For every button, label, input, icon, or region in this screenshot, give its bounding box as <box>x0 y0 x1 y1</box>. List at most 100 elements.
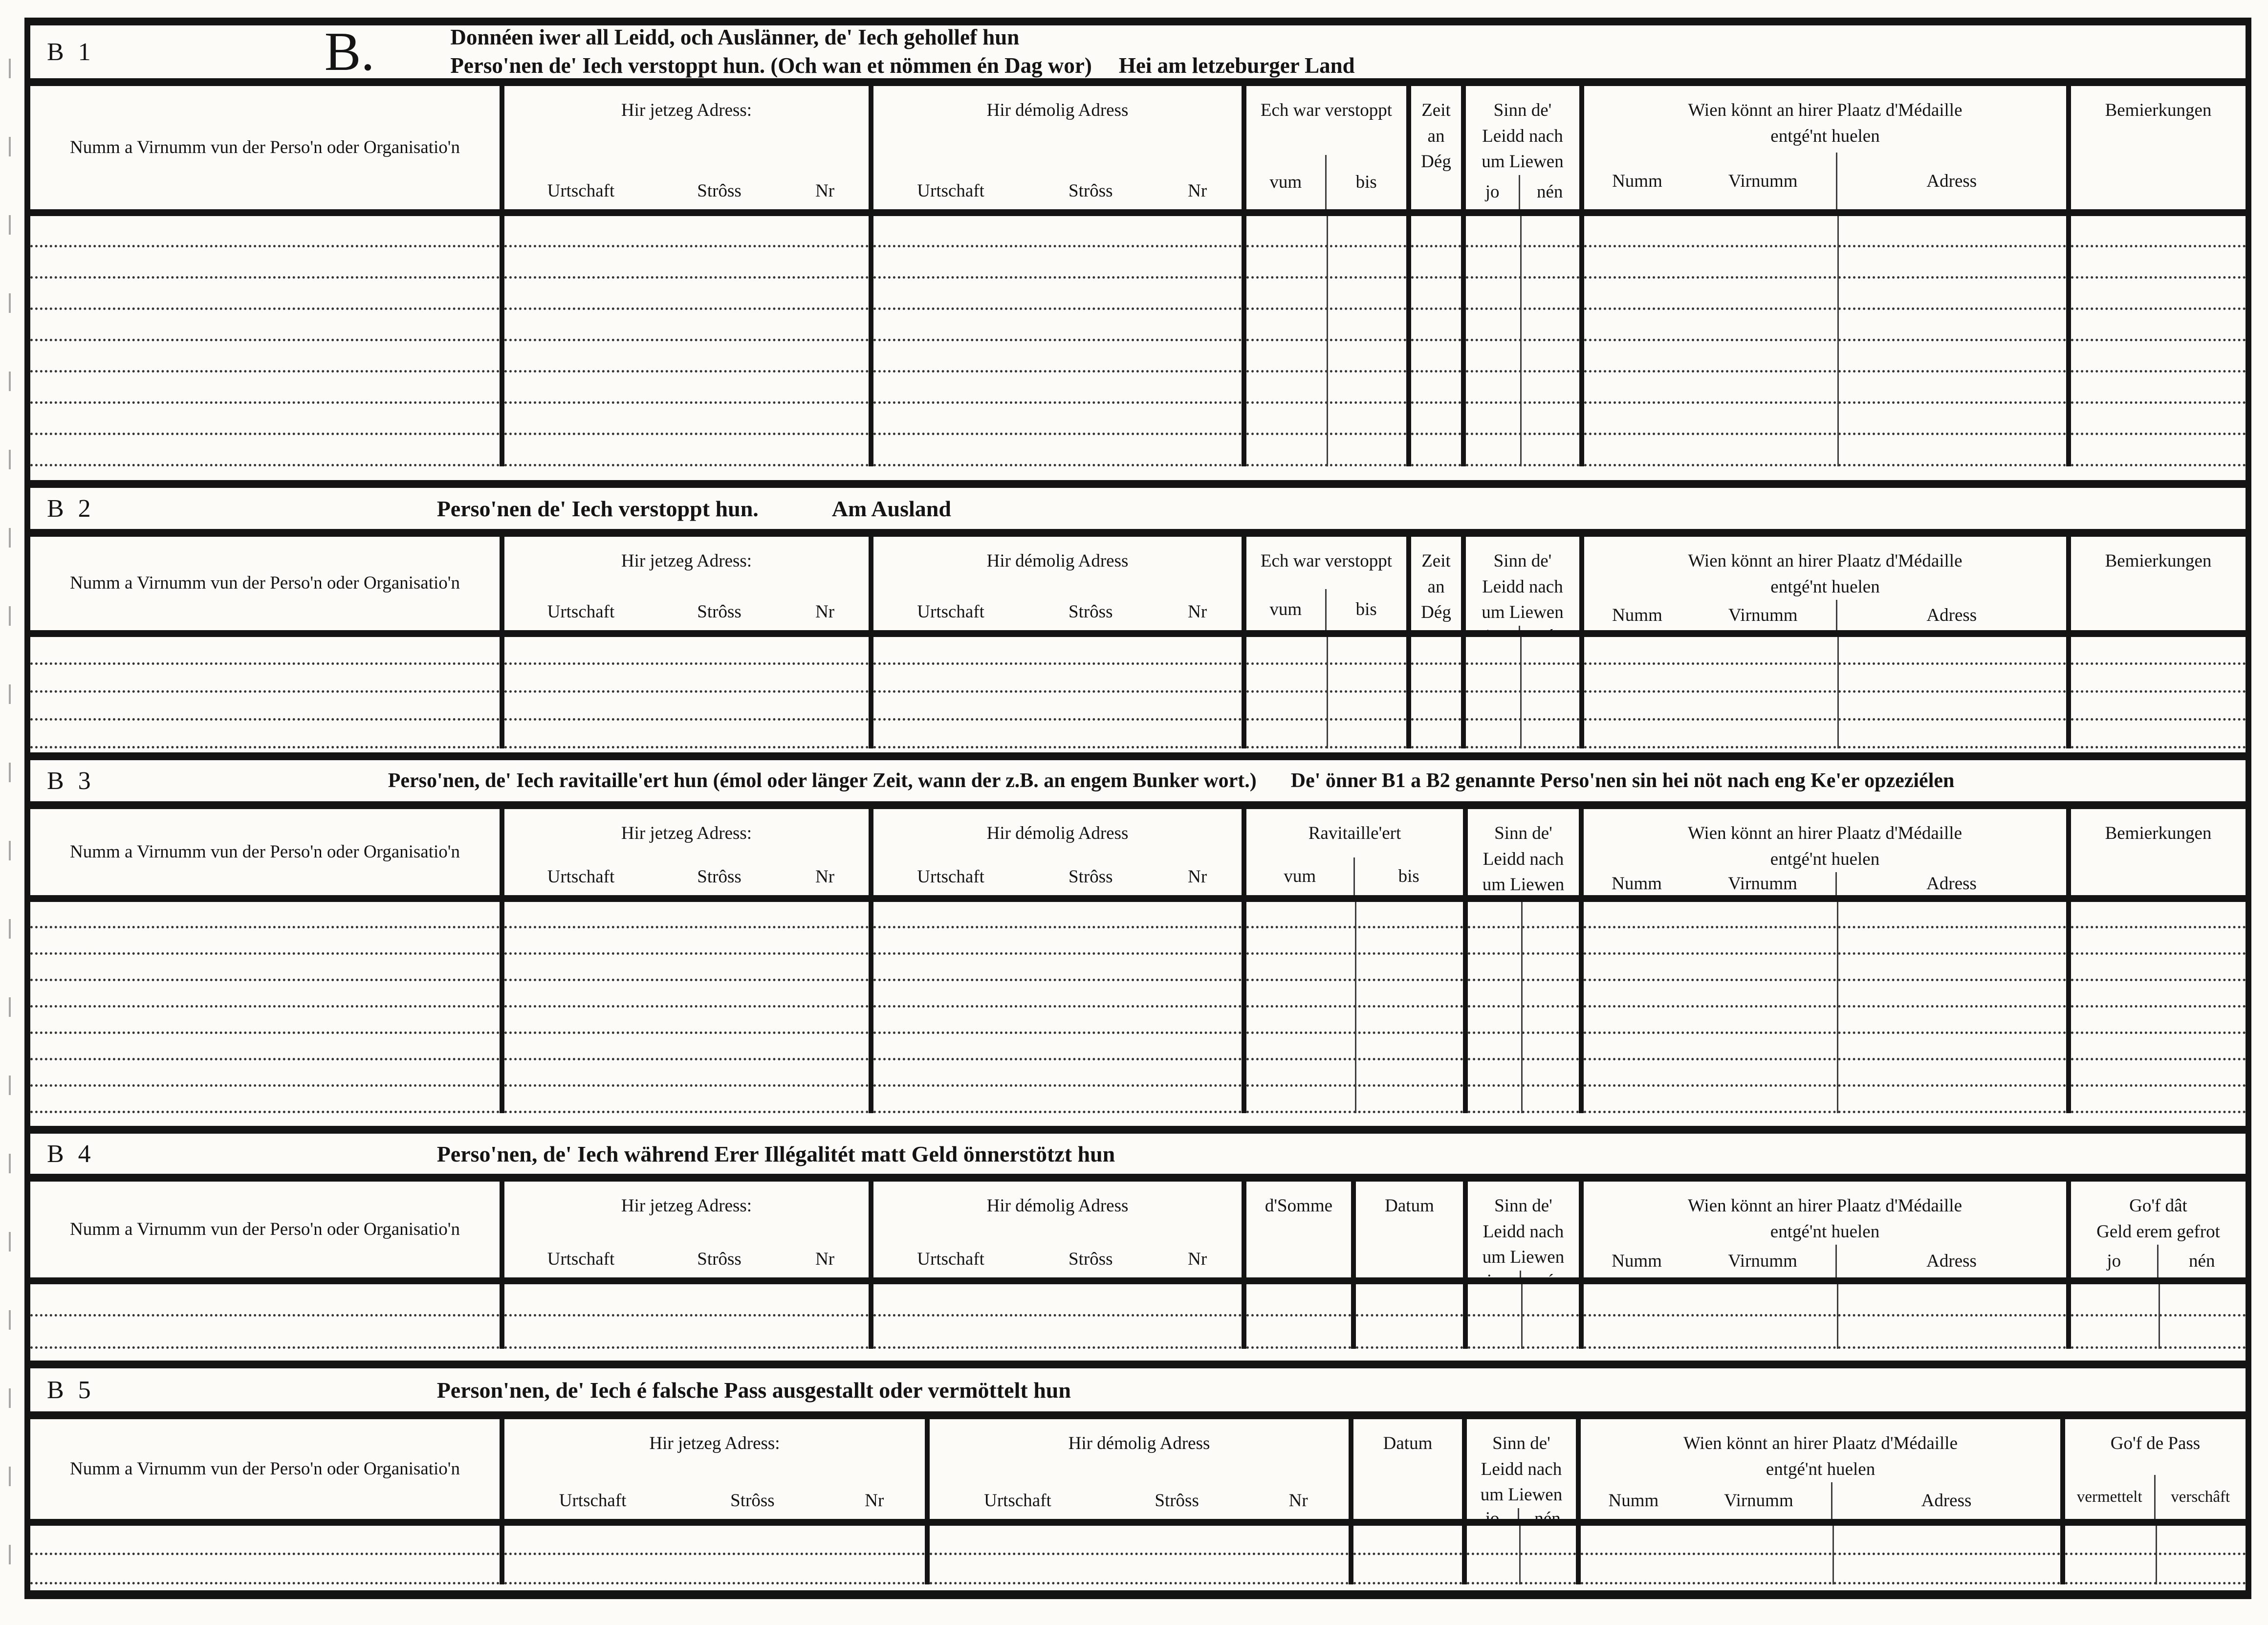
fill-in-dotted-line <box>30 404 500 435</box>
fill-in-dotted-line <box>2071 665 2246 693</box>
money-back-label-2: Geld erem gefrot <box>2096 1221 2220 1242</box>
b1-body-col-name <box>30 216 504 466</box>
fill-in-dotted-line <box>30 902 500 928</box>
b5-body-col-date <box>1353 1526 1467 1584</box>
fill-in-dotted-line <box>2071 637 2246 665</box>
fill-in-dotted-line <box>1466 310 1579 341</box>
b3-title-part1: Perso'nen, de' Iech ravitaille'ert hun (… <box>388 769 1257 792</box>
remarks-label: Bemierkungen <box>2105 551 2212 571</box>
pass-label: Go'f de Pass <box>2110 1433 2201 1453</box>
b2-body <box>30 637 2246 760</box>
zeit-label-1: Zeit <box>1421 551 1451 571</box>
fill-in-dotted-line <box>1411 373 1461 404</box>
fill-in-dotted-line <box>30 1060 500 1087</box>
fill-in-dotted-line <box>30 310 500 341</box>
section-b2: B 2 Perso'nen de' Iech verstoppt hun. Am… <box>30 488 2246 760</box>
fill-in-dotted-line <box>1411 665 1461 693</box>
b5-column-headers: Numm a Virnumm vun der Perso'n oder Orga… <box>30 1419 2246 1526</box>
fill-in-dotted-line <box>2071 310 2246 341</box>
medal-label-1: Wien könnt an hirer Plaatz d'Médaille <box>1687 823 1963 843</box>
bis-label: bis <box>1398 866 1419 886</box>
b4-col-name: Numm a Virnumm vun der Perso'n oder Orga… <box>30 1182 504 1277</box>
b2-title-band: B 2 Perso'nen de' Iech verstoppt hun. Am… <box>30 488 2246 537</box>
fill-in-dotted-line <box>504 247 869 279</box>
fill-in-dotted-line <box>504 216 869 247</box>
jo-label: jo <box>1467 1508 1520 1519</box>
fill-in-dotted-line <box>1466 693 1579 721</box>
jo-label: jo <box>1468 1270 1521 1277</box>
fill-in-dotted-line <box>873 1034 1242 1060</box>
nr-label: Nr <box>815 1249 835 1269</box>
fill-in-dotted-line <box>504 1555 925 1584</box>
fill-in-dotted-line <box>504 1060 869 1087</box>
fill-in-dotted-line <box>1584 721 2066 748</box>
fill-in-dotted-line <box>30 1317 500 1349</box>
fill-in-dotted-line <box>2071 981 2246 1008</box>
b5-title: Person'nen, de' Iech é falsche Pass ausg… <box>436 1377 1071 1403</box>
b5-body-col-former-address <box>930 1526 1353 1584</box>
current-address-label: Hir jetzeg Adress: <box>621 823 752 843</box>
b1-body-col-medal <box>1584 216 2071 466</box>
b5-col-current-address: Hir jetzeg Adress: Urtschaft Strôss Nr <box>504 1419 930 1519</box>
fill-in-dotted-line <box>2071 247 2246 279</box>
fill-in-dotted-line <box>1584 637 2066 665</box>
urtschaft-label: Urtschaft <box>547 1249 615 1269</box>
b4-col-former-address: Hir démolig Adress Urtschaft Strôss Nr <box>873 1182 1246 1277</box>
current-address-label: Hir jetzeg Adress: <box>621 551 752 571</box>
former-address-label: Hir démolig Adress <box>986 551 1129 571</box>
name-column-label: Numm a Virnumm vun der Perso'n oder Orga… <box>70 573 460 593</box>
b1-col-hidden-period: Ech war verstoppt vum bis <box>1246 86 1411 209</box>
b1-title-line2-suffix: Hei am letzeburger Land <box>1118 53 1355 78</box>
stross-label: Strôss <box>1069 602 1113 622</box>
alive-label-3: um Liewen <box>1482 152 1564 172</box>
b5-body-col-name <box>30 1526 504 1584</box>
fill-in-dotted-line <box>504 1284 869 1317</box>
fill-in-dotted-line <box>1581 1526 2060 1555</box>
former-address-label: Hir démolig Adress <box>986 100 1129 120</box>
b5-col-date: Datum <box>1353 1419 1467 1519</box>
b4-col-medal-recipient: Wien könnt an hirer Plaatz d'Médaille en… <box>1584 1182 2071 1277</box>
alive-label-1: Sinn de' <box>1492 1433 1550 1453</box>
b4-title-band: B 4 Perso'nen, de' Iech während Erer Ill… <box>30 1134 2246 1182</box>
stross-label: Strôss <box>697 1249 741 1269</box>
fill-in-dotted-line <box>873 902 1242 928</box>
fill-in-dotted-line <box>2071 1087 2246 1113</box>
fill-in-dotted-line <box>30 341 500 373</box>
b3-body-col-supplied-period <box>1246 902 1468 1113</box>
b4-body-col-alive <box>1468 1284 1584 1349</box>
fill-in-dotted-line <box>1468 1060 1579 1087</box>
b3-col-current-address: Hir jetzeg Adress: Urtschaft Strôss Nr <box>504 809 873 895</box>
datum-label: Datum <box>1385 1196 1434 1216</box>
b3-body-col-former-address <box>873 902 1246 1113</box>
fill-in-dotted-line <box>1584 341 2066 373</box>
nen-label: nén <box>1534 1508 1561 1519</box>
b3-col-supplied-period: Ravitaille'ert vum bis <box>1246 809 1468 895</box>
alive-label-3: um Liewen <box>1482 1247 1565 1268</box>
b2-body-col-alive <box>1466 637 1584 748</box>
fill-in-dotted-line <box>1466 721 1579 748</box>
b2-body-col-former-address <box>873 637 1246 748</box>
virnumm-label: Virnumm <box>1686 1482 1833 1519</box>
b1-body-col-former-address <box>873 216 1246 466</box>
alive-label-2: Leidd nach <box>1481 1459 1562 1479</box>
nen-label: nén <box>1520 626 1579 630</box>
fill-in-dotted-line <box>1584 279 2066 310</box>
fill-in-dotted-line <box>2071 721 2246 748</box>
medal-label-2: entgé'nt huelen <box>1770 576 1880 597</box>
fill-in-dotted-line <box>30 981 500 1008</box>
fill-in-dotted-line <box>1246 1317 1351 1349</box>
fill-in-dotted-line <box>1584 902 2066 928</box>
b4-body-col-name <box>30 1284 504 1349</box>
fill-in-dotted-line <box>1356 1284 1463 1317</box>
b2-col-former-address: Hir démolig Adress Urtschaft Strôss Nr <box>873 537 1246 630</box>
stross-label: Strôss <box>697 867 741 887</box>
fill-in-dotted-line <box>2071 1060 2246 1087</box>
urtschaft-label: Urtschaft <box>547 602 615 622</box>
nr-label: Nr <box>1188 602 1207 622</box>
medal-label-2: entgé'nt huelen <box>1770 1221 1880 1242</box>
fill-in-dotted-line <box>873 341 1242 373</box>
fill-in-dotted-line <box>1584 1087 2066 1113</box>
fill-in-dotted-line <box>1411 435 1461 466</box>
b5-body-col-medal <box>1581 1526 2065 1584</box>
